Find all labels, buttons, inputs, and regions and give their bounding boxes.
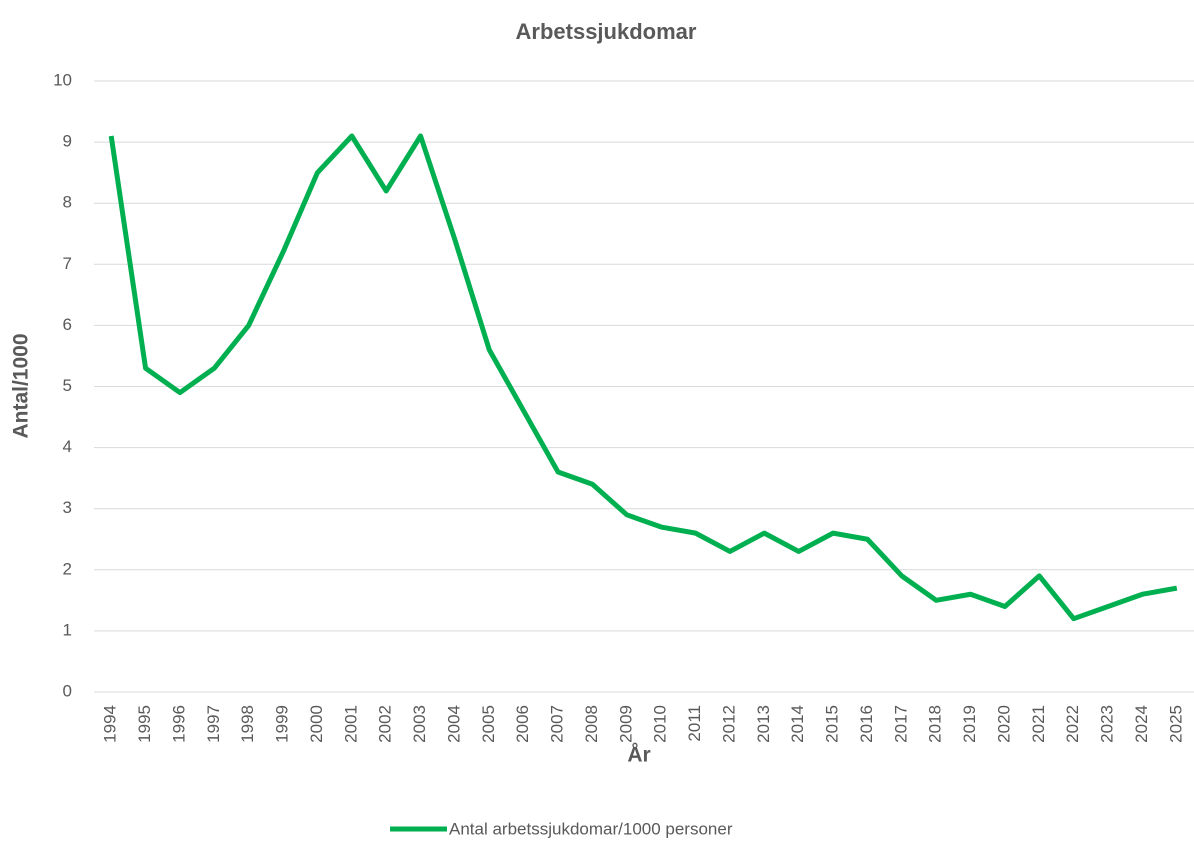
data-line — [108, 133, 1178, 622]
x-tick-label: 2018 — [926, 705, 945, 743]
x-tick-label: 2022 — [1063, 705, 1082, 743]
x-tick-label: 1994 — [101, 705, 120, 743]
x-tick-label: 2024 — [1132, 705, 1151, 743]
x-tick-label: 2006 — [513, 705, 532, 743]
x-tick-label: 1995 — [135, 705, 154, 743]
y-tick-label: 2 — [63, 559, 72, 578]
x-axis-title: År — [627, 743, 650, 767]
x-tick-label: 2014 — [788, 705, 807, 743]
y-tick-label: 10 — [53, 70, 72, 89]
y-tick-label: 1 — [63, 620, 72, 639]
x-tick-label: 2019 — [960, 705, 979, 743]
y-tick-label: 4 — [63, 437, 72, 456]
x-tick-label: 2002 — [376, 705, 395, 743]
y-tick-label: 8 — [63, 193, 72, 212]
x-tick-label: 1997 — [204, 705, 223, 743]
x-tick-label: 2015 — [823, 705, 842, 743]
x-tick-label: 2013 — [754, 705, 773, 743]
chart-title: Arbetssjukdomar — [516, 19, 697, 44]
x-tick-label: 2023 — [1098, 705, 1117, 743]
x-tick-label: 2008 — [582, 705, 601, 743]
y-tick-label: 0 — [63, 681, 72, 700]
x-tick-label: 2012 — [719, 705, 738, 743]
x-tick-label: 2000 — [307, 705, 326, 743]
x-tick-label: 2020 — [994, 705, 1013, 743]
y-tick-label: 3 — [63, 498, 72, 517]
y-axis-title: Antal/1000 — [10, 333, 33, 438]
y-tick-label: 6 — [63, 315, 72, 334]
x-tick-label: 1998 — [238, 705, 257, 743]
y-tick-label: 5 — [63, 376, 72, 395]
x-tick-label: 2016 — [857, 705, 876, 743]
x-tick-label: 2005 — [479, 705, 498, 743]
x-tick-label: 2017 — [891, 705, 910, 743]
x-tick-label: 2010 — [651, 705, 670, 743]
x-tick-label: 2021 — [1029, 705, 1048, 743]
x-tick-label: 2025 — [1166, 705, 1185, 743]
legend-label: Antal arbetssjukdomar/1000 personer — [449, 819, 733, 838]
x-tick-label: 1999 — [273, 705, 292, 743]
x-tick-label: 2003 — [410, 705, 429, 743]
x-tick-label: 1996 — [169, 705, 188, 743]
x-tick-label: 2011 — [685, 705, 704, 742]
x-tick-label: 2009 — [616, 705, 635, 743]
x-tick-label: 2004 — [444, 705, 463, 743]
y-tick-label: 7 — [63, 254, 72, 273]
x-tick-label: 2001 — [341, 705, 360, 743]
x-tick-label: 2007 — [548, 705, 567, 743]
y-tick-label: 9 — [63, 132, 72, 151]
